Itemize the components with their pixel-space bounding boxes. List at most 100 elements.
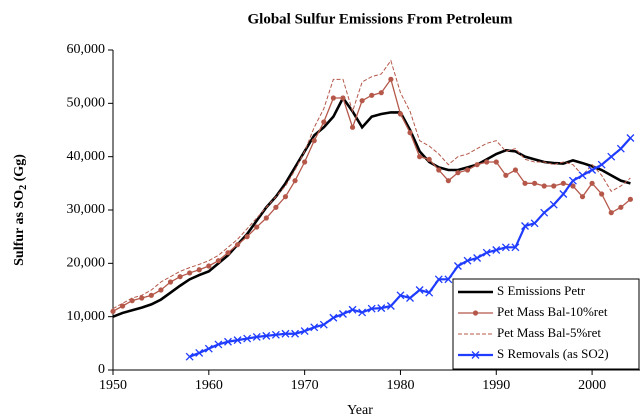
legend-label: S Emissions Petr	[497, 283, 586, 298]
marker	[521, 222, 529, 230]
marker	[540, 208, 549, 217]
marker	[148, 292, 154, 298]
marker	[377, 304, 386, 313]
marker	[560, 180, 566, 186]
marker	[406, 294, 414, 302]
marker	[195, 348, 204, 357]
marker	[177, 274, 183, 280]
marker	[206, 263, 212, 269]
marker	[618, 204, 624, 210]
marker	[282, 194, 289, 200]
marker	[417, 154, 423, 160]
x-tick-label: 1990	[482, 378, 510, 393]
y-label-part: (Gg)	[12, 154, 27, 185]
y-label-part: Sulfur as SO	[12, 190, 27, 266]
marker	[252, 332, 261, 341]
y-label-sub: 2	[18, 185, 29, 190]
marker	[436, 167, 442, 173]
marker	[530, 219, 539, 228]
marker	[281, 329, 290, 338]
marker	[444, 275, 453, 284]
marker	[271, 330, 280, 339]
marker	[522, 180, 528, 186]
marker	[589, 180, 595, 186]
marker	[511, 243, 520, 252]
marker	[559, 190, 568, 198]
marker	[588, 166, 597, 174]
marker	[464, 167, 471, 173]
marker	[616, 144, 625, 153]
marker	[607, 152, 616, 161]
marker	[532, 180, 538, 186]
marker	[426, 156, 432, 162]
legend-label: Pet Mass Bal-10%ret	[497, 304, 608, 319]
marker	[386, 302, 395, 310]
marker	[187, 270, 193, 276]
marker	[139, 295, 145, 301]
marker	[549, 200, 558, 209]
y-axis-label: Sulfur as SO2 (Gg)	[12, 154, 29, 266]
marker	[541, 183, 547, 189]
marker	[445, 178, 451, 184]
marker	[196, 267, 202, 273]
y-tick-label: 60,000	[67, 42, 106, 57]
marker	[471, 351, 480, 359]
marker	[244, 234, 250, 240]
marker	[503, 172, 509, 178]
marker	[425, 288, 434, 297]
marker	[214, 340, 223, 349]
marker	[578, 171, 587, 180]
marker	[292, 178, 298, 184]
series-line	[112, 77, 631, 312]
marker	[349, 124, 356, 130]
legend-label: S Removals (as SO2)	[497, 346, 609, 361]
marker	[608, 210, 614, 216]
marker	[568, 176, 577, 185]
marker	[597, 160, 606, 169]
marker	[273, 204, 279, 210]
chart-title: Global Sulfur Emissions From Petroleum	[247, 11, 513, 27]
marker	[551, 183, 557, 189]
marker	[453, 262, 462, 270]
marker	[319, 320, 328, 329]
marker	[215, 258, 221, 264]
y-tick-label: 50,000	[67, 96, 106, 111]
x-tick-label: 1950	[99, 378, 127, 393]
marker	[302, 159, 308, 165]
marker	[359, 98, 365, 104]
marker	[158, 287, 164, 293]
x-tick-label: 1970	[291, 378, 319, 393]
marker	[463, 256, 472, 265]
marker	[340, 95, 346, 101]
marker	[339, 310, 347, 318]
marker	[434, 275, 443, 284]
marker	[599, 191, 605, 197]
y-tick-label: 40,000	[67, 149, 106, 164]
x-tick-label: 1980	[386, 378, 414, 393]
y-tick-label: 0	[98, 362, 105, 377]
marker	[484, 159, 490, 165]
marker	[262, 331, 271, 340]
marker	[110, 308, 116, 314]
marker	[388, 76, 394, 82]
marker	[204, 344, 213, 353]
marker	[627, 196, 634, 202]
marker	[512, 167, 519, 173]
marker	[397, 111, 404, 117]
marker	[579, 194, 586, 200]
marker	[119, 303, 126, 309]
marker	[300, 327, 309, 336]
marker	[358, 308, 367, 317]
marker	[321, 119, 327, 125]
marker	[415, 286, 424, 294]
marker	[473, 254, 482, 262]
marker	[233, 336, 242, 345]
marker	[396, 291, 405, 300]
marker	[224, 337, 232, 346]
marker	[167, 279, 174, 285]
legend: S Emissions Petr Pet Mass Bal-10%ret Pet M…	[452, 278, 640, 370]
series-line	[112, 59, 631, 310]
marker	[472, 310, 479, 316]
marker	[455, 170, 461, 176]
